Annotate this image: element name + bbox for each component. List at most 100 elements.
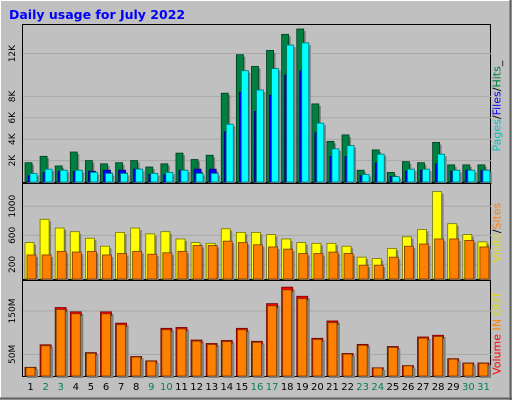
sites-bar xyxy=(373,264,386,281)
day-tick-label: 3 xyxy=(58,382,64,393)
pages-bar xyxy=(44,168,55,184)
sites-bar xyxy=(86,250,99,281)
hits-ytick-label: 4K xyxy=(8,132,18,145)
in-bar xyxy=(25,367,37,378)
day-tick-label: 2 xyxy=(42,382,48,393)
pages-bar xyxy=(29,173,39,184)
in-bar xyxy=(40,345,53,378)
day-tick-label: 4 xyxy=(73,382,79,393)
pages-bar xyxy=(316,122,326,184)
day-tick-label: 21 xyxy=(326,382,339,393)
in-bar xyxy=(101,313,113,378)
sites-bar xyxy=(56,250,69,281)
sites-bar xyxy=(26,254,38,281)
sites-bar xyxy=(434,238,446,281)
in-bar xyxy=(463,362,475,378)
sites-bar xyxy=(253,244,265,281)
sites-bar xyxy=(117,253,129,281)
volume-legend: Volume xyxy=(490,334,504,375)
day-tick-label: 24 xyxy=(371,382,384,393)
pages-bar xyxy=(74,169,85,184)
in-bar xyxy=(267,305,279,378)
day-tick-label: 9 xyxy=(148,382,154,393)
day-tick-label: 31 xyxy=(477,382,490,393)
hits-ytick-label: 12K xyxy=(8,44,18,62)
hits-panel: 2K 4K 6K 8K 12K xyxy=(8,24,492,185)
pages-bar xyxy=(422,168,432,184)
day-tick-label: 15 xyxy=(236,382,249,393)
pages-bar xyxy=(437,153,447,184)
out-legend: OUT xyxy=(490,292,504,316)
pages-bar xyxy=(120,173,130,184)
day-tick-label: 11 xyxy=(175,382,188,393)
in-bar xyxy=(206,344,219,378)
hits-legend: Hits xyxy=(490,66,504,88)
pages-bar xyxy=(240,70,251,184)
in-bar xyxy=(403,365,415,378)
pages-bar xyxy=(210,173,221,184)
sites-bar xyxy=(132,250,144,281)
day-tick-label: 20 xyxy=(311,382,324,393)
sites-bar xyxy=(464,240,476,281)
day-tick-label: 10 xyxy=(160,382,173,393)
sites-bar xyxy=(222,240,235,281)
sites-bar xyxy=(147,253,159,281)
day-tick-label: 7 xyxy=(118,382,124,393)
day-tick-label: 8 xyxy=(133,382,139,393)
pages-bar xyxy=(482,169,492,184)
pages-legend: Pages xyxy=(490,119,504,152)
hits-ytick-label: 2K xyxy=(8,154,18,167)
pages-bar xyxy=(165,171,175,184)
in-bar xyxy=(297,298,309,378)
sites-bar xyxy=(313,253,325,281)
day-tick-label: 25 xyxy=(387,382,400,393)
day-tick-label: 5 xyxy=(88,382,94,393)
in-bar xyxy=(161,329,173,378)
in-bar xyxy=(282,289,294,378)
sites-bar xyxy=(177,250,189,281)
pages-bar xyxy=(59,169,70,184)
in-bar xyxy=(342,353,355,378)
visits-panel-label: Visits/Sites xyxy=(490,202,504,263)
pages-bar xyxy=(225,123,236,184)
sites-bar xyxy=(41,254,54,281)
sites-bar xyxy=(328,251,340,281)
in-bar xyxy=(55,309,68,378)
in-bar xyxy=(176,328,188,378)
in-bar xyxy=(131,356,143,378)
chart-title: Daily usage for July 2022 xyxy=(9,7,186,22)
pages-bar xyxy=(180,169,190,184)
in-bar xyxy=(433,336,445,378)
visits-legend: Visits xyxy=(490,233,504,263)
pages-bar xyxy=(89,171,100,184)
pages-bar xyxy=(331,148,341,184)
in-bar xyxy=(418,337,430,378)
day-tick-label: 12 xyxy=(190,382,203,393)
pages-bar xyxy=(286,44,296,184)
sites-bar xyxy=(358,264,371,281)
in-bar xyxy=(191,340,204,378)
sites-bar xyxy=(479,246,491,281)
in-bar xyxy=(312,339,324,378)
pages-bar xyxy=(452,169,462,184)
in-bar xyxy=(70,313,83,378)
volume-panel: 50M 150M xyxy=(8,280,491,378)
pages-bar xyxy=(407,168,417,184)
day-tick-label: 17 xyxy=(266,382,279,393)
volume-ytick-label: 50M xyxy=(8,345,18,364)
in-bar xyxy=(357,344,370,378)
sites-bar xyxy=(419,243,431,281)
sites-bar xyxy=(404,245,416,281)
pages-bar xyxy=(301,42,311,185)
sites-bar xyxy=(449,238,461,281)
pages-bar xyxy=(467,169,477,184)
files-legend: Files xyxy=(490,91,504,116)
hits-ytick-label: 6K xyxy=(8,111,18,124)
sites-bar xyxy=(343,253,356,281)
pages-bar xyxy=(256,89,266,184)
day-tick-label: 18 xyxy=(281,382,294,393)
sites-bar xyxy=(283,248,295,281)
sites-bar xyxy=(237,242,250,281)
day-tick-label: 23 xyxy=(356,382,369,393)
